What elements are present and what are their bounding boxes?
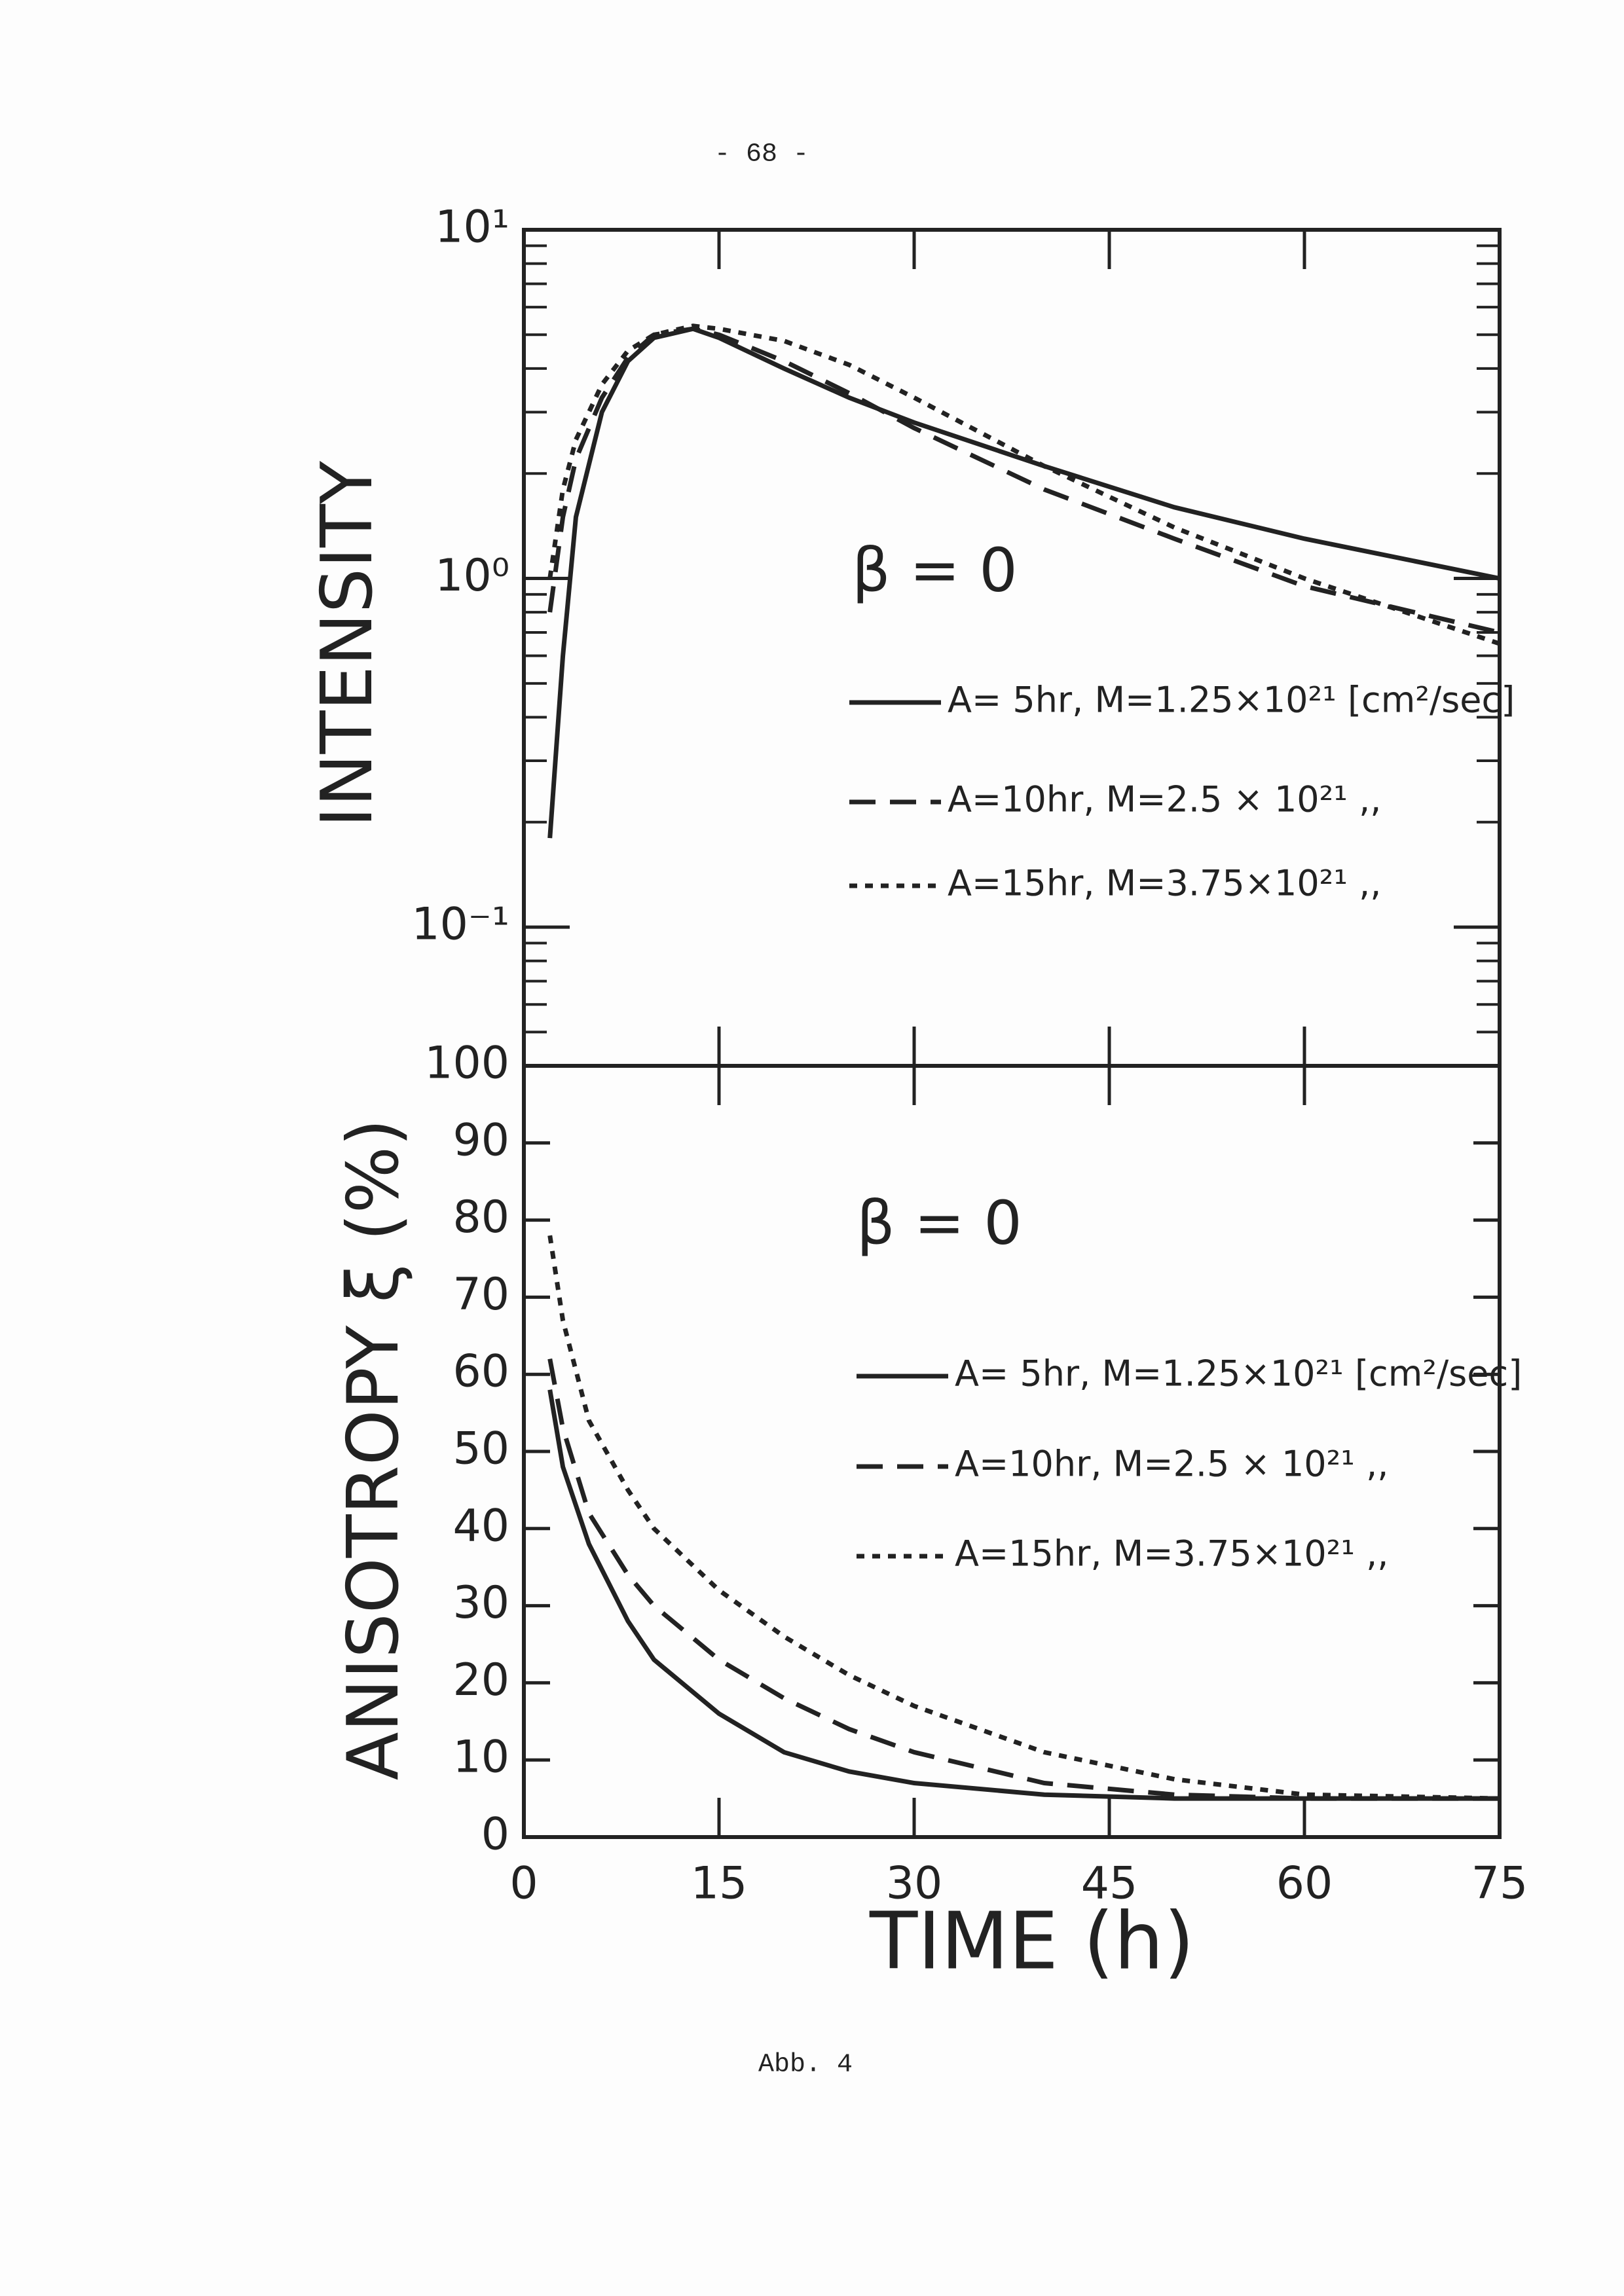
x-tick-label: 75 [1471,1858,1528,1910]
x-tick-label: 60 [1276,1858,1333,1910]
page-number: - 68 - [714,140,809,170]
x-tick-label: 15 [691,1858,748,1910]
y-tick-label: 40 [452,1500,509,1552]
y-tick-label: 10⁰ [435,550,509,602]
series-line [547,323,1501,646]
y-tick-label: 80 [452,1192,509,1243]
y-axis-label: ANISOTROPY ξ (%) [333,1119,415,1781]
y-tick-label: 10⁻¹ [411,899,509,951]
series-line [547,1235,1500,1801]
series-line [547,326,1500,839]
series-line [547,326,1500,635]
y-tick-label: 100 [424,1038,509,1089]
legend-label: A=15hr, M=3.75×10²¹ ,, [955,1533,1388,1575]
y-tick-label: 60 [452,1346,509,1398]
y-tick-label: 50 [452,1423,509,1475]
y-tick-label: 70 [452,1269,509,1321]
y-tick-label: 90 [452,1114,509,1166]
x-tick-label: 30 [886,1858,943,1910]
caption: Abb. 4 [758,2050,853,2080]
y-tick-label: 0 [481,1809,509,1861]
x-tick-label: 45 [1081,1858,1138,1910]
y-tick-label: 10 [452,1732,509,1783]
y-tick-label: 30 [452,1577,509,1629]
legend-label: A= 5hr, M=1.25×10²¹ [cm²/sec] [955,1353,1522,1394]
legend-label: A=15hr, M=3.75×10²¹ ,, [948,863,1381,904]
annotation: β = 0 [852,535,1018,605]
y-axis-label: INTENSITY [306,460,388,828]
legend-label: A=10hr, M=2.5 × 10²¹ ,, [955,1444,1388,1485]
x-axis-label: TIME (h) [869,1897,1194,1988]
y-tick-label: 20 [452,1654,509,1706]
series-line [547,1389,1500,1801]
legend-label: A= 5hr, M=1.25×10²¹ [cm²/sec] [948,680,1515,721]
annotation: β = 0 [857,1188,1022,1258]
legend-label: A=10hr, M=2.5 × 10²¹ ,, [948,779,1381,820]
x-tick-label: 0 [509,1858,538,1910]
y-tick-label: 10¹ [435,202,509,253]
